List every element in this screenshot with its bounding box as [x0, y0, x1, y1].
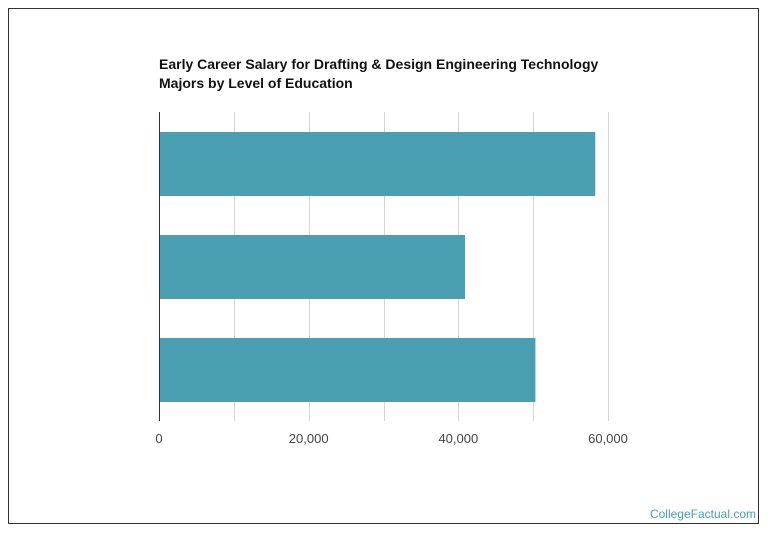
x-tick-label: 0	[155, 431, 162, 446]
bar-3[interactable]	[159, 338, 536, 402]
bar-2[interactable]	[159, 235, 466, 299]
x-tick-label: 40,000	[438, 431, 478, 446]
x-tick-labels: 0 20,000 40,000 60,000	[155, 431, 628, 446]
bars	[159, 132, 596, 402]
bar-1[interactable]	[159, 132, 596, 196]
x-tick-label: 20,000	[289, 431, 329, 446]
chart-title-line-2: Majors by Level of Education	[159, 75, 353, 91]
chart-title: Early Career Salary for Drafting & Desig…	[159, 55, 599, 93]
watermark[interactable]: CollegeFactual.com	[649, 507, 756, 521]
x-tick-label: 60,000	[588, 431, 628, 446]
chart-title-line-1: Early Career Salary for Drafting & Desig…	[159, 56, 599, 72]
